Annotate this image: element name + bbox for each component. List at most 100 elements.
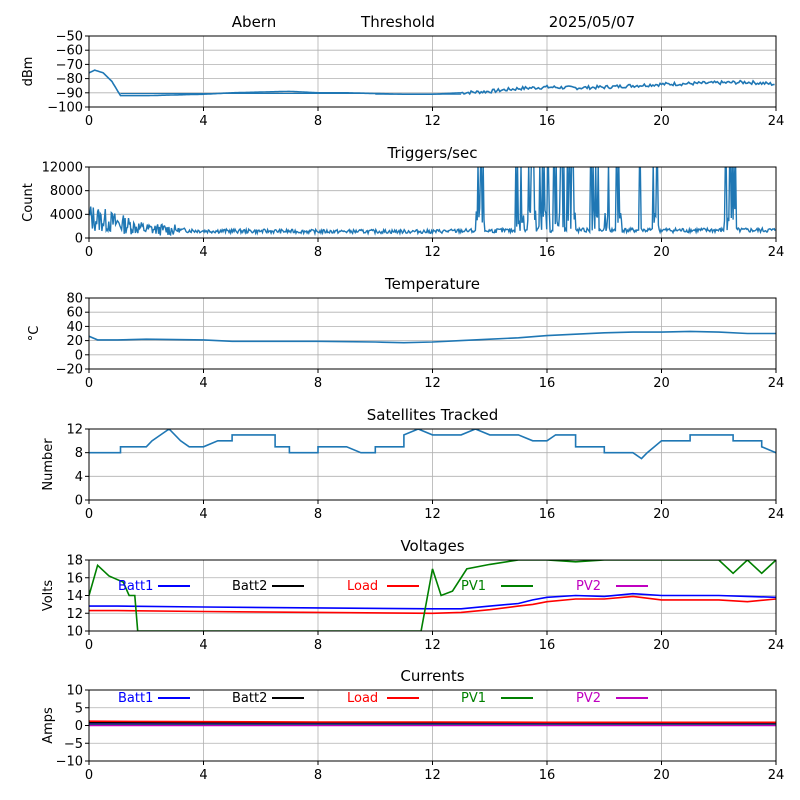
y-tick-label: 14	[66, 589, 83, 604]
y-tick-label: −70	[56, 58, 83, 73]
x-tick-label: 20	[653, 507, 670, 522]
legend-label: PV1	[461, 579, 486, 594]
legend-label: PV1	[461, 691, 486, 706]
x-tick-label: 4	[199, 638, 207, 653]
station-title: Abern	[232, 13, 276, 31]
y-axis-label: Volts	[41, 580, 56, 612]
y-tick-label: −80	[56, 72, 83, 87]
x-tick-label: 4	[199, 507, 207, 522]
y-axis-label: Number	[41, 438, 56, 491]
y-tick-label: 0	[75, 494, 83, 509]
date-title: 2025/05/07	[549, 13, 635, 31]
y-axis-label: Count	[21, 183, 36, 222]
load-series-line	[89, 595, 776, 615]
panel-threshold: 0 4 8 12 16 20 24 −100−90−80−70−60−50 dBm	[21, 30, 784, 130]
x-tick-label: 0	[85, 638, 93, 653]
chart-title: Temperature	[384, 275, 480, 293]
x-tick-label: 8	[314, 114, 322, 129]
y-tick-label: 20	[66, 334, 83, 349]
y-tick-label: 80	[66, 292, 83, 307]
x-tick-label: 12	[424, 114, 441, 129]
x-tick-label: 16	[539, 376, 556, 391]
y-tick-label: 0	[75, 232, 83, 247]
x-tick-label: 0	[85, 507, 93, 522]
panel-triggers: 0 4 8 12 16 20 24 0 4000 8000 12000 Triggers/sec Cou…	[21, 144, 784, 260]
y-tick-label: 0	[75, 719, 83, 734]
panel-satellites: 0 4 8 12 16 20 24 0 4 8 12 Satellites Tracked Number	[41, 406, 784, 522]
plot-data	[89, 720, 776, 727]
plot-data	[89, 560, 776, 631]
y-tick-label: 12000	[42, 161, 83, 176]
x-tick-label: 4	[199, 768, 207, 783]
legend-label: Load	[347, 579, 378, 594]
y-axis-label: °C	[27, 326, 42, 342]
chart-title: Satellites Tracked	[367, 406, 498, 424]
legend-label: Batt2	[232, 691, 267, 706]
chart-title: Triggers/sec	[387, 144, 478, 162]
y-tick-label: 4	[75, 470, 83, 485]
y-axis-label: Amps	[41, 707, 56, 744]
x-tick-label: 8	[314, 376, 322, 391]
y-tick-label: 0	[75, 348, 83, 363]
x-tick-label: 8	[314, 507, 322, 522]
x-tick-label: 0	[85, 114, 93, 129]
y-tick-label: −90	[56, 86, 83, 101]
x-tick-label: 20	[653, 376, 670, 391]
plot-data	[89, 330, 776, 344]
x-tick-label: 20	[653, 768, 670, 783]
y-tick-label: −5	[64, 737, 83, 752]
x-tick-label: 8	[314, 638, 322, 653]
satellites-series-line	[89, 429, 776, 460]
x-tick-label: 24	[768, 114, 785, 129]
y-tick-label: −20	[56, 363, 83, 378]
y-tick-label: 10	[66, 625, 83, 640]
x-tick-label: 16	[539, 114, 556, 129]
plot-data	[89, 69, 775, 97]
x-tick-label: 16	[539, 638, 556, 653]
x-tick-label: 12	[424, 638, 441, 653]
legend-label: Batt1	[118, 579, 153, 594]
x-tick-label: 12	[424, 245, 441, 260]
x-tick-label: 16	[539, 245, 556, 260]
y-tick-label: 5	[75, 701, 83, 716]
x-tick-label: 24	[768, 376, 785, 391]
x-tick-label: 20	[653, 245, 670, 260]
y-tick-label: 16	[66, 571, 83, 586]
x-tick-label: 24	[768, 507, 785, 522]
x-tick-label: 20	[653, 638, 670, 653]
y-tick-label: 10	[66, 684, 83, 699]
y-tick-label: 12	[66, 607, 83, 622]
legend-label: PV2	[576, 691, 601, 706]
threshold-title: Threshold	[360, 13, 435, 31]
x-tick-label: 0	[85, 376, 93, 391]
x-tick-label: 24	[768, 245, 785, 260]
plot-data	[89, 167, 776, 237]
x-tick-label: 8	[314, 768, 322, 783]
plot-data	[89, 429, 776, 460]
triggers-series-line	[89, 167, 776, 237]
y-tick-label: −10	[56, 755, 83, 770]
x-tick-label: 16	[539, 768, 556, 783]
x-tick-label: 4	[199, 245, 207, 260]
y-tick-label: 8	[75, 446, 83, 461]
batt1-series-line	[89, 592, 776, 610]
legend-label: Batt1	[118, 691, 153, 706]
x-tick-label: 24	[768, 638, 785, 653]
pv1-series-line	[89, 560, 776, 631]
y-tick-label: −50	[56, 30, 83, 45]
y-tick-label: 8000	[50, 184, 83, 199]
x-tick-label: 20	[653, 114, 670, 129]
y-tick-label: 40	[66, 320, 83, 335]
y-tick-label: −100	[47, 101, 83, 116]
panel-currents: 0 4 8 12 16 20 24 −10 −5 0 5 10 Currents Amps Batt1 Bat…	[41, 667, 784, 783]
legend-label: Batt2	[232, 579, 267, 594]
panel-voltages: 0 4 8 12 16 20 24 10 12 14 16 18 Voltages Volts Batt1 B…	[41, 537, 784, 653]
x-tick-label: 8	[314, 245, 322, 260]
y-tick-label: 4000	[50, 208, 83, 223]
chart-title: Voltages	[400, 537, 464, 555]
x-tick-label: 0	[85, 245, 93, 260]
